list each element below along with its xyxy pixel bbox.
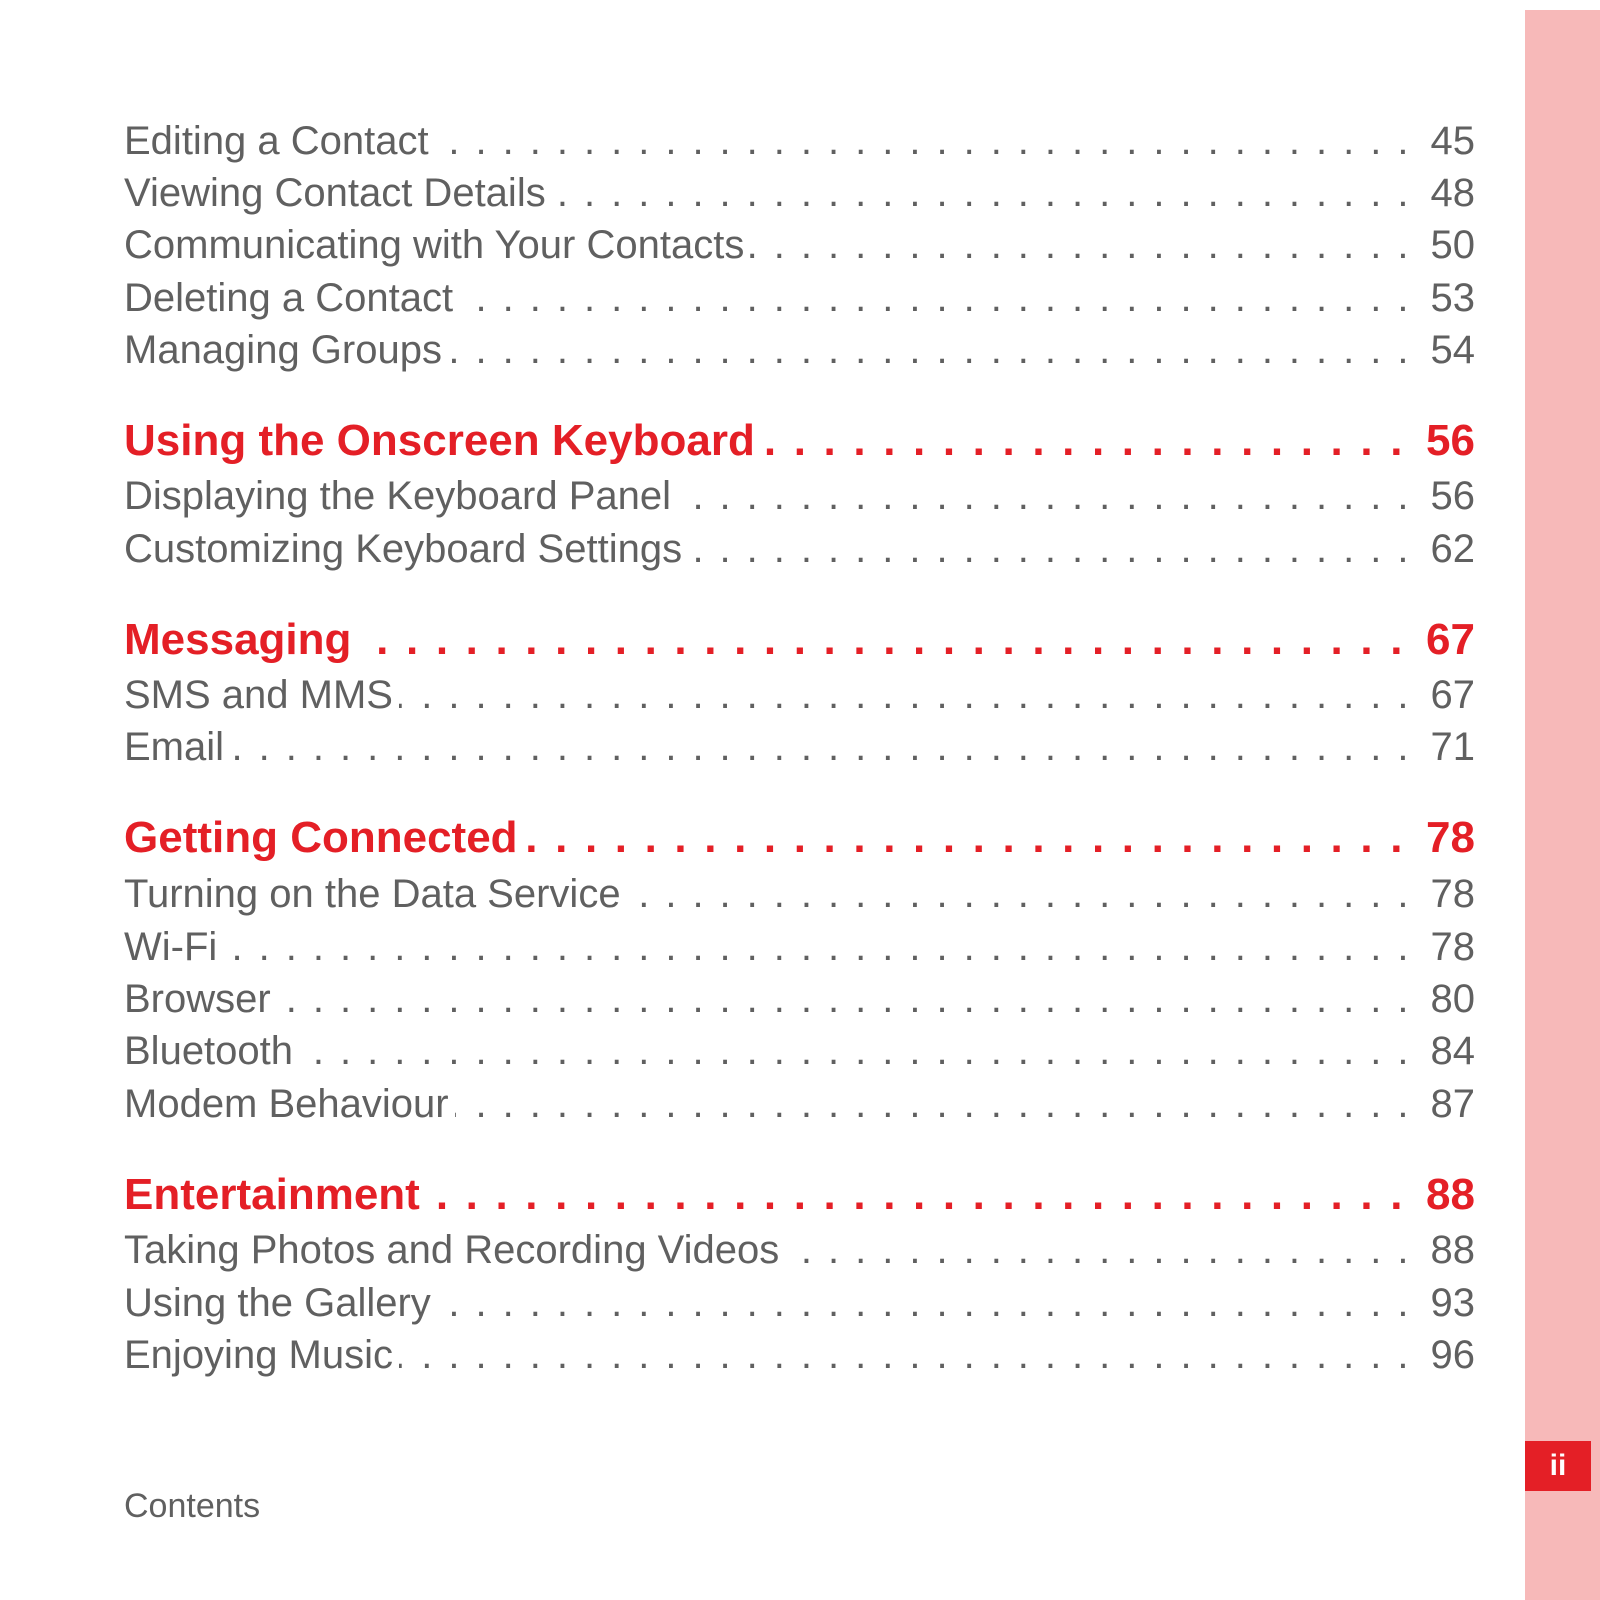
- toc-chapter-title: Messaging: [124, 615, 352, 664]
- toc-entry-title: SMS and MMS: [124, 673, 393, 717]
- toc-chapter-title: Entertainment: [124, 1170, 420, 1219]
- toc-chapter-entry[interactable]: Using the Onscreen Keyboard.............…: [124, 413, 1475, 469]
- toc-chapter-title: Using the Onscreen Keyboard: [124, 416, 755, 465]
- toc-entry-title: Viewing Contact Details: [124, 171, 546, 215]
- toc-chapter-page-number: 56: [1426, 416, 1475, 465]
- toc-entry[interactable]: Managing Groups.........................…: [124, 324, 1475, 376]
- dot-leader: ........................................…: [437, 1281, 1425, 1325]
- toc-entry[interactable]: Modem Behaviour.........................…: [124, 1078, 1475, 1130]
- toc-entry[interactable]: Enjoying Music..........................…: [124, 1329, 1475, 1381]
- dot-leader: ........................................…: [688, 527, 1425, 571]
- toc-entry[interactable]: Editing a Contact.......................…: [124, 115, 1475, 167]
- toc-entry-title: Turning on the Data Service: [124, 872, 621, 916]
- dot-leader: ........................................…: [426, 1170, 1421, 1219]
- toc-entry-title: Communicating with Your Contacts: [124, 223, 745, 267]
- dot-leader: ........................................…: [750, 223, 1425, 267]
- page-edge-band: [1525, 10, 1600, 1600]
- toc-entry-title: Enjoying Music: [124, 1333, 394, 1377]
- footer-section-label: Contents: [124, 1487, 261, 1525]
- page-number-tab: ii: [1525, 1441, 1591, 1491]
- toc-entry-page-number: 67: [1430, 673, 1476, 717]
- toc-entry-page-number: 62: [1430, 527, 1476, 571]
- toc-entry[interactable]: Deleting a Contact......................…: [124, 272, 1475, 324]
- toc-entry[interactable]: Browser.................................…: [124, 973, 1475, 1025]
- toc-entry-title: Editing a Contact: [124, 119, 429, 163]
- toc-chapter-page-number: 78: [1426, 813, 1475, 862]
- toc-entry-page-number: 87: [1430, 1082, 1476, 1126]
- dot-leader: ........................................…: [230, 725, 1425, 769]
- dot-leader: ........................................…: [677, 474, 1425, 518]
- dot-leader: ........................................…: [277, 977, 1425, 1021]
- toc-entry-title: Managing Groups: [124, 328, 442, 372]
- toc-entry-page-number: 50: [1430, 223, 1476, 267]
- toc-entry[interactable]: SMS and MMS.............................…: [124, 669, 1475, 721]
- toc-entry-title: Browser: [124, 977, 271, 1021]
- dot-leader: ........................................…: [626, 872, 1425, 916]
- dot-leader: ........................................…: [398, 673, 1425, 717]
- toc-entry-page-number: 56: [1430, 474, 1476, 518]
- dot-leader: ........................................…: [448, 328, 1425, 372]
- toc-entry[interactable]: Email...................................…: [124, 721, 1475, 773]
- toc-entry-page-number: 84: [1430, 1029, 1476, 1073]
- dot-leader: ........................................…: [435, 119, 1425, 163]
- dot-leader: ........................................…: [785, 1228, 1425, 1272]
- toc-entry-page-number: 96: [1430, 1333, 1476, 1377]
- table-of-contents: Editing a Contact.......................…: [124, 0, 1475, 1450]
- toc-entry-page-number: 93: [1430, 1281, 1476, 1325]
- toc-entry[interactable]: Using the Gallery.......................…: [124, 1277, 1475, 1329]
- toc-entry-title: Modem Behaviour: [124, 1082, 449, 1126]
- toc-entry-title: Using the Gallery: [124, 1281, 431, 1325]
- toc-chapter-entry[interactable]: Entertainment...........................…: [124, 1167, 1475, 1223]
- toc-entry-page-number: 78: [1430, 872, 1476, 916]
- toc-entry-title: Wi-Fi: [124, 925, 218, 969]
- dot-leader: ........................................…: [357, 615, 1421, 664]
- toc-entry-page-number: 71: [1430, 725, 1476, 769]
- toc-entry-page-number: 88: [1430, 1228, 1476, 1272]
- toc-entry-title: Taking Photos and Recording Videos: [124, 1228, 780, 1272]
- toc-entry[interactable]: Displaying the Keyboard Panel...........…: [124, 470, 1475, 522]
- toc-entry-page-number: 80: [1430, 977, 1476, 1021]
- toc-entry[interactable]: Viewing Contact Details.................…: [124, 167, 1475, 219]
- dot-leader: ........................................…: [223, 925, 1425, 969]
- toc-entry[interactable]: Communicating with Your Contacts........…: [124, 219, 1475, 271]
- dot-leader: ........................................…: [399, 1333, 1425, 1377]
- toc-entry-page-number: 54: [1430, 328, 1476, 372]
- toc-chapter-title: Getting Connected: [124, 813, 518, 862]
- toc-chapter-page-number: 67: [1426, 615, 1475, 664]
- toc-entry-title: Deleting a Contact: [124, 276, 454, 320]
- toc-entry-page-number: 53: [1430, 276, 1476, 320]
- toc-entry-title: Bluetooth: [124, 1029, 294, 1073]
- toc-entry[interactable]: Turning on the Data Service.............…: [124, 868, 1475, 920]
- dot-leader: ........................................…: [299, 1029, 1425, 1073]
- toc-entry[interactable]: Taking Photos and Recording Videos......…: [124, 1224, 1475, 1276]
- toc-entry-page-number: 48: [1430, 171, 1476, 215]
- toc-entry-title: Email: [124, 725, 225, 769]
- toc-entry[interactable]: Customizing Keyboard Settings...........…: [124, 523, 1475, 575]
- dot-leader: ........................................…: [761, 416, 1421, 465]
- toc-entry-page-number: 78: [1430, 925, 1476, 969]
- toc-entry-title: Displaying the Keyboard Panel: [124, 474, 672, 518]
- toc-chapter-entry[interactable]: Getting Connected.......................…: [124, 810, 1475, 866]
- toc-entry-title: Customizing Keyboard Settings: [124, 527, 683, 571]
- dot-leader: ........................................…: [552, 171, 1425, 215]
- toc-chapter-page-number: 88: [1426, 1170, 1475, 1219]
- toc-chapter-entry[interactable]: Messaging...............................…: [124, 612, 1475, 668]
- toc-entry-page-number: 45: [1430, 119, 1476, 163]
- dot-leader: ........................................…: [459, 276, 1425, 320]
- dot-leader: ........................................…: [454, 1082, 1425, 1126]
- toc-entry[interactable]: Bluetooth...............................…: [124, 1025, 1475, 1077]
- toc-entry[interactable]: Wi-Fi...................................…: [124, 921, 1475, 973]
- dot-leader: ........................................…: [523, 813, 1421, 862]
